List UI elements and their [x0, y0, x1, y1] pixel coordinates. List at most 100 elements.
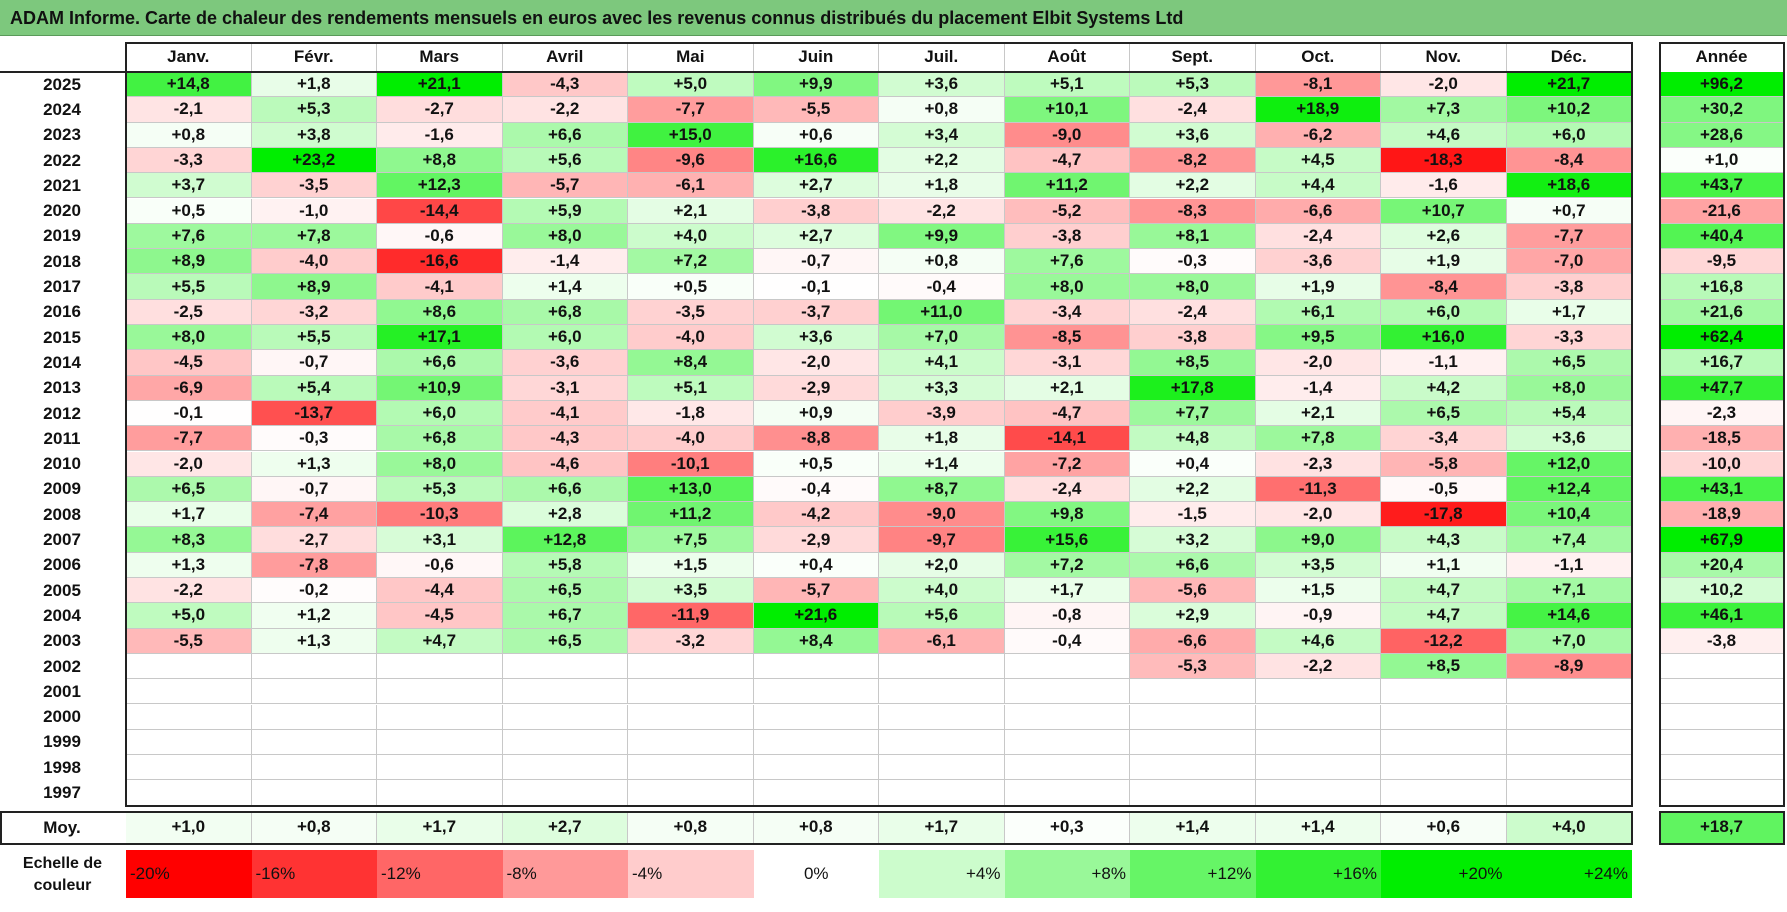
heatmap-cell — [251, 653, 377, 680]
color-scale-stop: -12% — [377, 850, 503, 898]
heatmap-cell: +10,9 — [377, 375, 503, 401]
heatmap-cell: -1,1 — [1381, 350, 1507, 376]
month-header: Août — [1005, 42, 1130, 72]
annual-cell — [1660, 780, 1784, 806]
heatmap-cell: +5,0 — [628, 72, 754, 98]
heatmap-cell: -2,4 — [1130, 97, 1256, 123]
heatmap-cell: +3,6 — [1506, 426, 1632, 452]
heatmap-cell: +3,5 — [1255, 552, 1381, 578]
heatmap-cell: -4,3 — [502, 72, 628, 98]
heatmap-cell: +8,0 — [377, 451, 503, 477]
heatmap-cell — [628, 653, 754, 680]
average-cell: +0,3 — [1004, 811, 1130, 844]
heatmap-cell: -7,7 — [628, 97, 754, 123]
heatmap-cell: -7,8 — [251, 552, 377, 578]
heatmap-cell: +2,2 — [879, 147, 1005, 174]
heatmap-cell: +4,0 — [628, 223, 754, 250]
heatmap-cell: +7,4 — [1506, 527, 1632, 553]
heatmap-cell — [126, 780, 252, 806]
heatmap-cell: +6,0 — [377, 400, 503, 427]
heatmap-cell: +6,6 — [1130, 552, 1256, 578]
heatmap-cell: -0,2 — [251, 578, 377, 604]
year-label: 2019 — [43, 226, 81, 246]
heatmap-cell — [628, 704, 754, 730]
heatmap-cell: -1,6 — [1381, 173, 1507, 199]
heatmap-cell — [1381, 780, 1507, 806]
average-cell: +1,0 — [126, 811, 252, 844]
heatmap-cell: +8,9 — [251, 274, 377, 300]
heatmap-cell — [1381, 729, 1507, 756]
color-scale-stop: +12% — [1130, 850, 1256, 898]
heatmap-cell: +0,5 — [126, 198, 252, 224]
heatmap-cell: -8,4 — [1506, 147, 1632, 174]
year-label: 2018 — [43, 251, 81, 271]
heatmap-cell: -1,8 — [628, 400, 754, 427]
heatmap-cell — [879, 653, 1005, 680]
year-total-header: Année — [1660, 42, 1784, 72]
year-label: 2006 — [43, 555, 81, 575]
heatmap-cell: +2,1 — [1255, 400, 1381, 427]
heatmap-cell: -9,7 — [879, 527, 1005, 553]
heatmap-cell: +11,2 — [1004, 173, 1130, 199]
heatmap-cell — [251, 704, 377, 730]
heatmap-cell — [879, 729, 1005, 756]
heatmap-cell — [1130, 755, 1256, 781]
heatmap-cell: +6,0 — [1381, 299, 1507, 325]
heatmap-cell: +3,6 — [753, 325, 879, 351]
heatmap-cell: +14,6 — [1506, 603, 1632, 629]
chart-title: ADAM Informe. Carte de chaleur des rende… — [10, 8, 1184, 28]
heatmap-cell: -2,1 — [126, 97, 252, 123]
heatmap-cell: +10,7 — [1381, 198, 1507, 224]
heatmap-cell: +16,6 — [753, 147, 879, 174]
heatmap-cell — [126, 729, 252, 756]
heatmap-cell: -8,9 — [1506, 653, 1632, 680]
heatmap-cell: +4,6 — [1255, 628, 1381, 654]
heatmap-cell: +4,7 — [1381, 603, 1507, 629]
heatmap-cell: +6,0 — [1506, 122, 1632, 148]
heatmap-cell — [628, 755, 754, 781]
heatmap-cell: -8,5 — [1004, 325, 1130, 351]
heatmap-cell — [1255, 729, 1381, 756]
heatmap-cell — [126, 679, 252, 705]
heatmap-cell — [377, 679, 503, 705]
heatmap-cell: -0,9 — [1255, 603, 1381, 629]
year-label: 2016 — [43, 302, 81, 322]
heatmap-cell: +5,4 — [251, 375, 377, 401]
annual-cell: +96,2 — [1660, 72, 1784, 98]
heatmap-cell: -0,1 — [126, 400, 252, 427]
heatmap-cell — [1004, 729, 1130, 756]
heatmap-cell: -9,6 — [628, 147, 754, 174]
annual-cell — [1660, 679, 1784, 705]
heatmap-cell: -5,2 — [1004, 198, 1130, 224]
heatmap-cell: -5,8 — [1381, 451, 1507, 477]
heatmap-cell: -10,1 — [628, 451, 754, 477]
heatmap-cell — [251, 755, 377, 781]
heatmap-cell — [502, 780, 628, 806]
heatmap-cell: +13,0 — [628, 476, 754, 503]
heatmap-cell: +7,0 — [1506, 628, 1632, 654]
heatmap-cell: -3,8 — [753, 198, 879, 224]
annual-cell: +16,7 — [1660, 350, 1784, 376]
heatmap-cell: +11,0 — [879, 299, 1005, 325]
heatmap-cell — [753, 755, 879, 781]
heatmap-cell: +2,1 — [1004, 375, 1130, 401]
heatmap-cell: +3,7 — [126, 173, 252, 199]
annual-cell: +46,1 — [1660, 603, 1784, 629]
heatmap-cell: -2,3 — [1255, 451, 1381, 477]
color-scale-stop: -20% — [126, 850, 252, 898]
heatmap-cell — [1506, 729, 1632, 756]
year-label: 2022 — [43, 150, 81, 170]
heatmap-cell: -2,4 — [1004, 476, 1130, 503]
heatmap-cell: -4,0 — [628, 426, 754, 452]
heatmap-cell — [1506, 755, 1632, 781]
heatmap-cell — [1130, 679, 1256, 705]
heatmap-cell: -2,7 — [251, 527, 377, 553]
heatmap-cell: +9,8 — [1004, 502, 1130, 528]
heatmap-cell: +8,4 — [628, 350, 754, 376]
heatmap-cell: -17,8 — [1381, 502, 1507, 528]
heatmap-cell — [126, 653, 252, 680]
color-scale-stop: -4% — [628, 850, 754, 898]
heatmap-cell: -18,3 — [1381, 147, 1507, 174]
heatmap-cell: +9,9 — [753, 72, 879, 98]
year-label: 2023 — [43, 125, 81, 145]
